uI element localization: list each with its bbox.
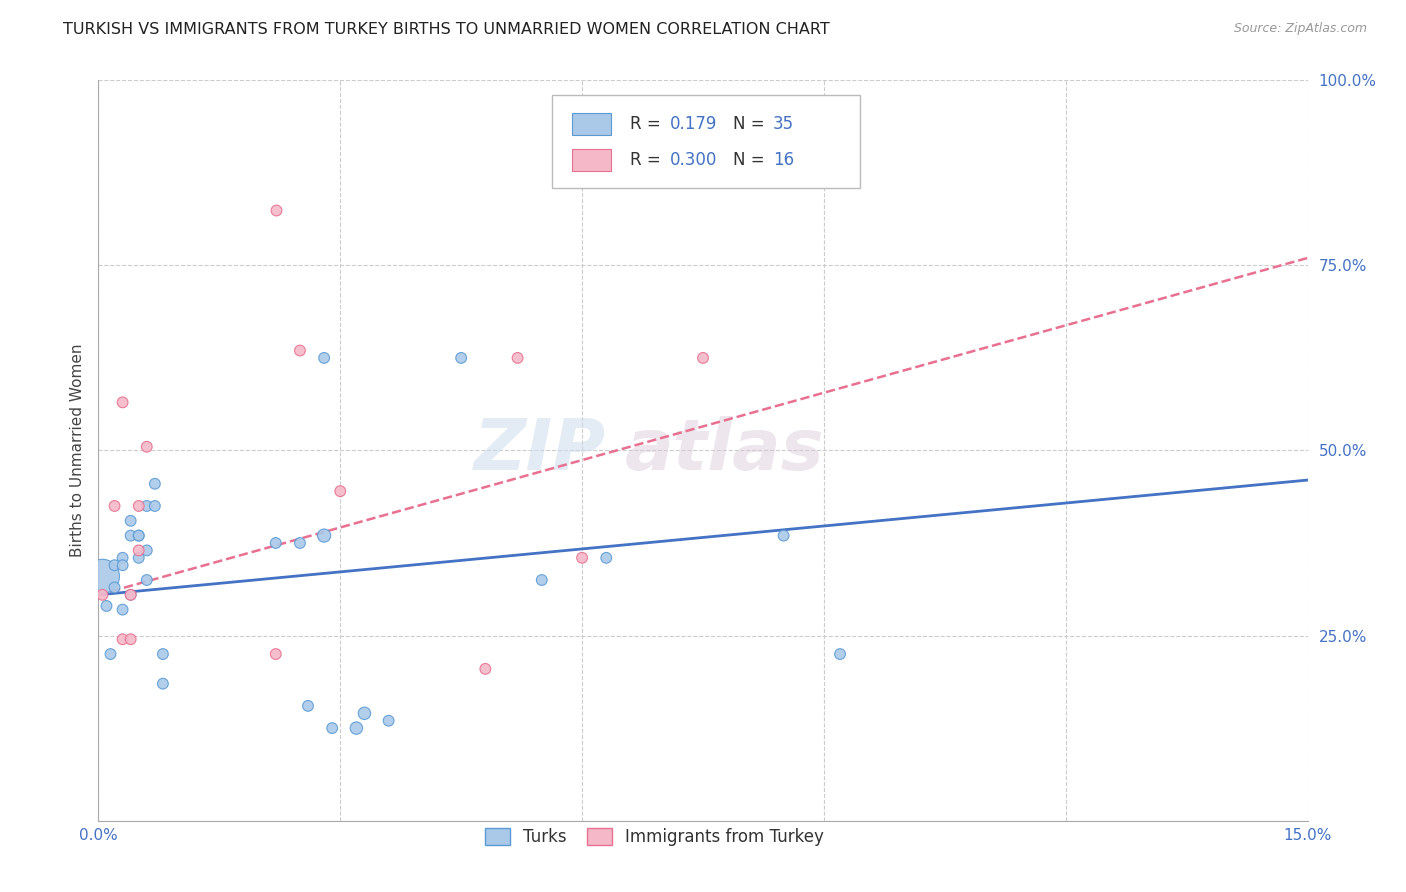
Text: 35: 35 [773, 115, 794, 133]
Point [288, 343, 311, 358]
Y-axis label: Births to Unmarried Women: Births to Unmarried Women [69, 343, 84, 558]
Point [506, 351, 529, 365]
Point [128, 550, 150, 565]
Point [264, 647, 287, 661]
Point [111, 632, 134, 647]
Legend: Turks, Immigrants from Turkey: Turks, Immigrants from Turkey [478, 822, 831, 853]
Point [128, 528, 150, 542]
Point [264, 536, 287, 550]
Point [128, 528, 150, 542]
Text: ZIP: ZIP [474, 416, 606, 485]
Point [321, 721, 343, 735]
Point [571, 550, 593, 565]
Point [314, 351, 336, 365]
Point [111, 395, 134, 409]
Text: R =: R = [630, 151, 666, 169]
Point [143, 499, 166, 513]
Point [128, 499, 150, 513]
Point [135, 573, 157, 587]
Point [128, 543, 150, 558]
Point [135, 440, 157, 454]
FancyBboxPatch shape [572, 113, 612, 136]
Point [377, 714, 399, 728]
Point [288, 536, 311, 550]
Point [135, 499, 157, 513]
Point [450, 351, 472, 365]
Point [96, 599, 118, 613]
Point [264, 202, 287, 217]
Point [314, 528, 336, 542]
Point [120, 632, 142, 647]
Point [135, 543, 157, 558]
Text: 16: 16 [773, 151, 794, 169]
Point [111, 558, 134, 573]
Text: 0.179: 0.179 [671, 115, 717, 133]
Text: TURKISH VS IMMIGRANTS FROM TURKEY BIRTHS TO UNMARRIED WOMEN CORRELATION CHART: TURKISH VS IMMIGRANTS FROM TURKEY BIRTHS… [63, 22, 830, 37]
Point [120, 514, 142, 528]
Point [152, 647, 174, 661]
Point [100, 647, 122, 661]
Point [120, 528, 142, 542]
Point [120, 588, 142, 602]
Point [329, 484, 352, 499]
Text: 0.300: 0.300 [671, 151, 717, 169]
Point [143, 476, 166, 491]
Point [474, 662, 496, 676]
Point [91, 588, 114, 602]
Text: N =: N = [734, 151, 770, 169]
Text: R =: R = [630, 115, 666, 133]
Point [91, 569, 114, 583]
Point [103, 499, 125, 513]
Point [120, 588, 142, 602]
Point [344, 721, 367, 735]
Point [692, 351, 714, 365]
FancyBboxPatch shape [551, 95, 860, 187]
Text: Source: ZipAtlas.com: Source: ZipAtlas.com [1233, 22, 1367, 36]
Point [111, 602, 134, 616]
Point [152, 676, 174, 690]
Point [353, 706, 375, 721]
Point [297, 698, 319, 713]
Point [103, 581, 125, 595]
Text: atlas: atlas [624, 416, 824, 485]
Text: N =: N = [734, 115, 770, 133]
Point [828, 647, 851, 661]
FancyBboxPatch shape [572, 149, 612, 171]
Point [530, 573, 553, 587]
Point [772, 528, 794, 542]
Point [103, 558, 125, 573]
Point [595, 550, 617, 565]
Point [111, 550, 134, 565]
